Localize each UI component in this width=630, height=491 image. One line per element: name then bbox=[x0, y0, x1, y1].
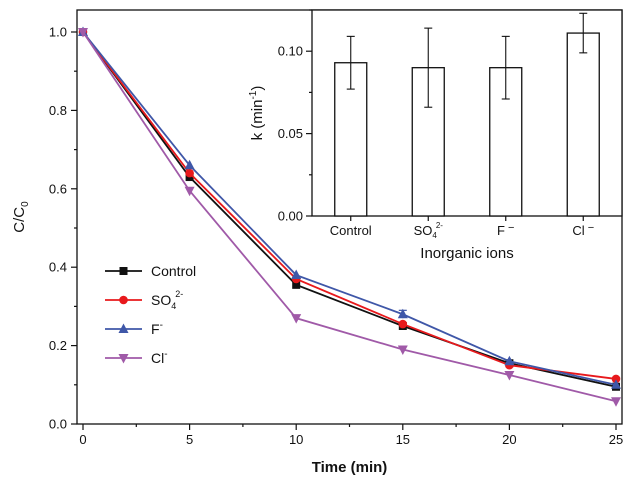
inset-x-tick-label-text: Control bbox=[330, 223, 372, 238]
inset-y-axis-label-sup: -1 bbox=[248, 90, 259, 99]
series-point-2 bbox=[184, 159, 195, 170]
series-point-2 bbox=[611, 379, 621, 389]
main-y-axis-label: C/C0 bbox=[11, 201, 31, 233]
inset-x-axis-label: Inorganic ions bbox=[420, 245, 513, 262]
inset-x-tick-label: Cl − bbox=[572, 222, 594, 238]
main-y-tick-label: 0.2 bbox=[49, 338, 67, 353]
inset-y-tick-label: 0.05 bbox=[278, 126, 303, 141]
series-point-3 bbox=[611, 397, 621, 407]
main-y-tick-label: 1.0 bbox=[49, 25, 67, 40]
inset-x-tick-label-sub: 4 bbox=[432, 231, 437, 240]
legend-label: F- bbox=[151, 320, 163, 337]
inset-x-tick-label: SO42- bbox=[414, 221, 444, 240]
inset-x-tick-label: F − bbox=[497, 222, 514, 238]
series-point-3 bbox=[504, 371, 515, 381]
inset-x-tick-label-text: Cl bbox=[572, 223, 584, 238]
main-y-tick-label: 0.8 bbox=[49, 103, 67, 118]
legend-label-text: Cl bbox=[151, 350, 164, 366]
series-line-2 bbox=[82, 31, 617, 386]
main-y-axis-label-text: C/C bbox=[11, 207, 28, 233]
main-x-tick-label: 5 bbox=[186, 432, 193, 447]
inset-bar bbox=[566, 32, 600, 217]
legend-label-sub: 4 bbox=[171, 301, 176, 311]
legend-label-text: SO bbox=[151, 292, 171, 308]
legend-label: SO4 2- bbox=[151, 289, 183, 311]
series-point-3 bbox=[291, 314, 302, 324]
inset-y-axis-label-end: ) bbox=[249, 86, 266, 91]
main-x-axis-label: Time (min) bbox=[312, 459, 388, 476]
main-x-tick-label: 20 bbox=[502, 432, 516, 447]
inset-x-tick-label-sup: − bbox=[585, 222, 594, 234]
legend-marker bbox=[118, 354, 129, 364]
series-line-3 bbox=[82, 31, 617, 403]
inset-x-tick-label-text: SO bbox=[414, 223, 433, 238]
series-point-1 bbox=[398, 319, 408, 329]
legend-marker bbox=[119, 267, 128, 275]
legend-label-sup: - bbox=[160, 320, 163, 331]
main-y-tick-label: 0.6 bbox=[49, 181, 67, 196]
inset-y-axis-label: k (min-1) bbox=[248, 86, 266, 141]
main-x-tick-label: 0 bbox=[79, 432, 86, 447]
main-x-tick-label: 25 bbox=[609, 432, 623, 447]
series-point-2 bbox=[397, 308, 408, 319]
legend-marker bbox=[119, 295, 128, 305]
series-point-3 bbox=[397, 345, 408, 356]
series-point-2 bbox=[291, 269, 302, 280]
series-point-3 bbox=[78, 28, 88, 38]
main-x-tick-label: 15 bbox=[396, 432, 410, 447]
inset-x-tick-label: Control bbox=[330, 223, 372, 238]
series-point-3 bbox=[184, 186, 195, 197]
series-point-1 bbox=[611, 374, 621, 384]
main-y-axis-label-sub: 0 bbox=[20, 201, 31, 207]
inset-x-tick-label-sup: − bbox=[505, 222, 514, 234]
series-line-1 bbox=[82, 31, 617, 380]
legend-label-text: Control bbox=[151, 263, 196, 279]
inset-y-tick-label: 0.10 bbox=[278, 44, 303, 59]
main-x-tick-label: 10 bbox=[289, 432, 303, 447]
legend-label-sup: 2- bbox=[175, 289, 183, 299]
legend-marker bbox=[118, 323, 129, 333]
series-point-2 bbox=[504, 355, 515, 366]
inset-plot-frame bbox=[311, 9, 623, 217]
inset-x-tick-label-sup: 2- bbox=[436, 221, 443, 230]
legend-label: Control bbox=[151, 263, 196, 279]
main-y-tick-label: 0.0 bbox=[49, 417, 67, 432]
legend-label-sup: - bbox=[164, 349, 167, 360]
legend-label-text: F bbox=[151, 321, 160, 337]
main-y-tick-label: 0.4 bbox=[49, 260, 67, 275]
series-point-0 bbox=[292, 280, 301, 289]
inset-y-tick-label: 0.00 bbox=[278, 209, 303, 224]
series-point-1 bbox=[185, 168, 194, 178]
inset-x-tick-label-text: F bbox=[497, 223, 505, 238]
inset-y-axis-label-text: k (min bbox=[249, 100, 266, 141]
legend-label: Cl- bbox=[151, 349, 168, 366]
